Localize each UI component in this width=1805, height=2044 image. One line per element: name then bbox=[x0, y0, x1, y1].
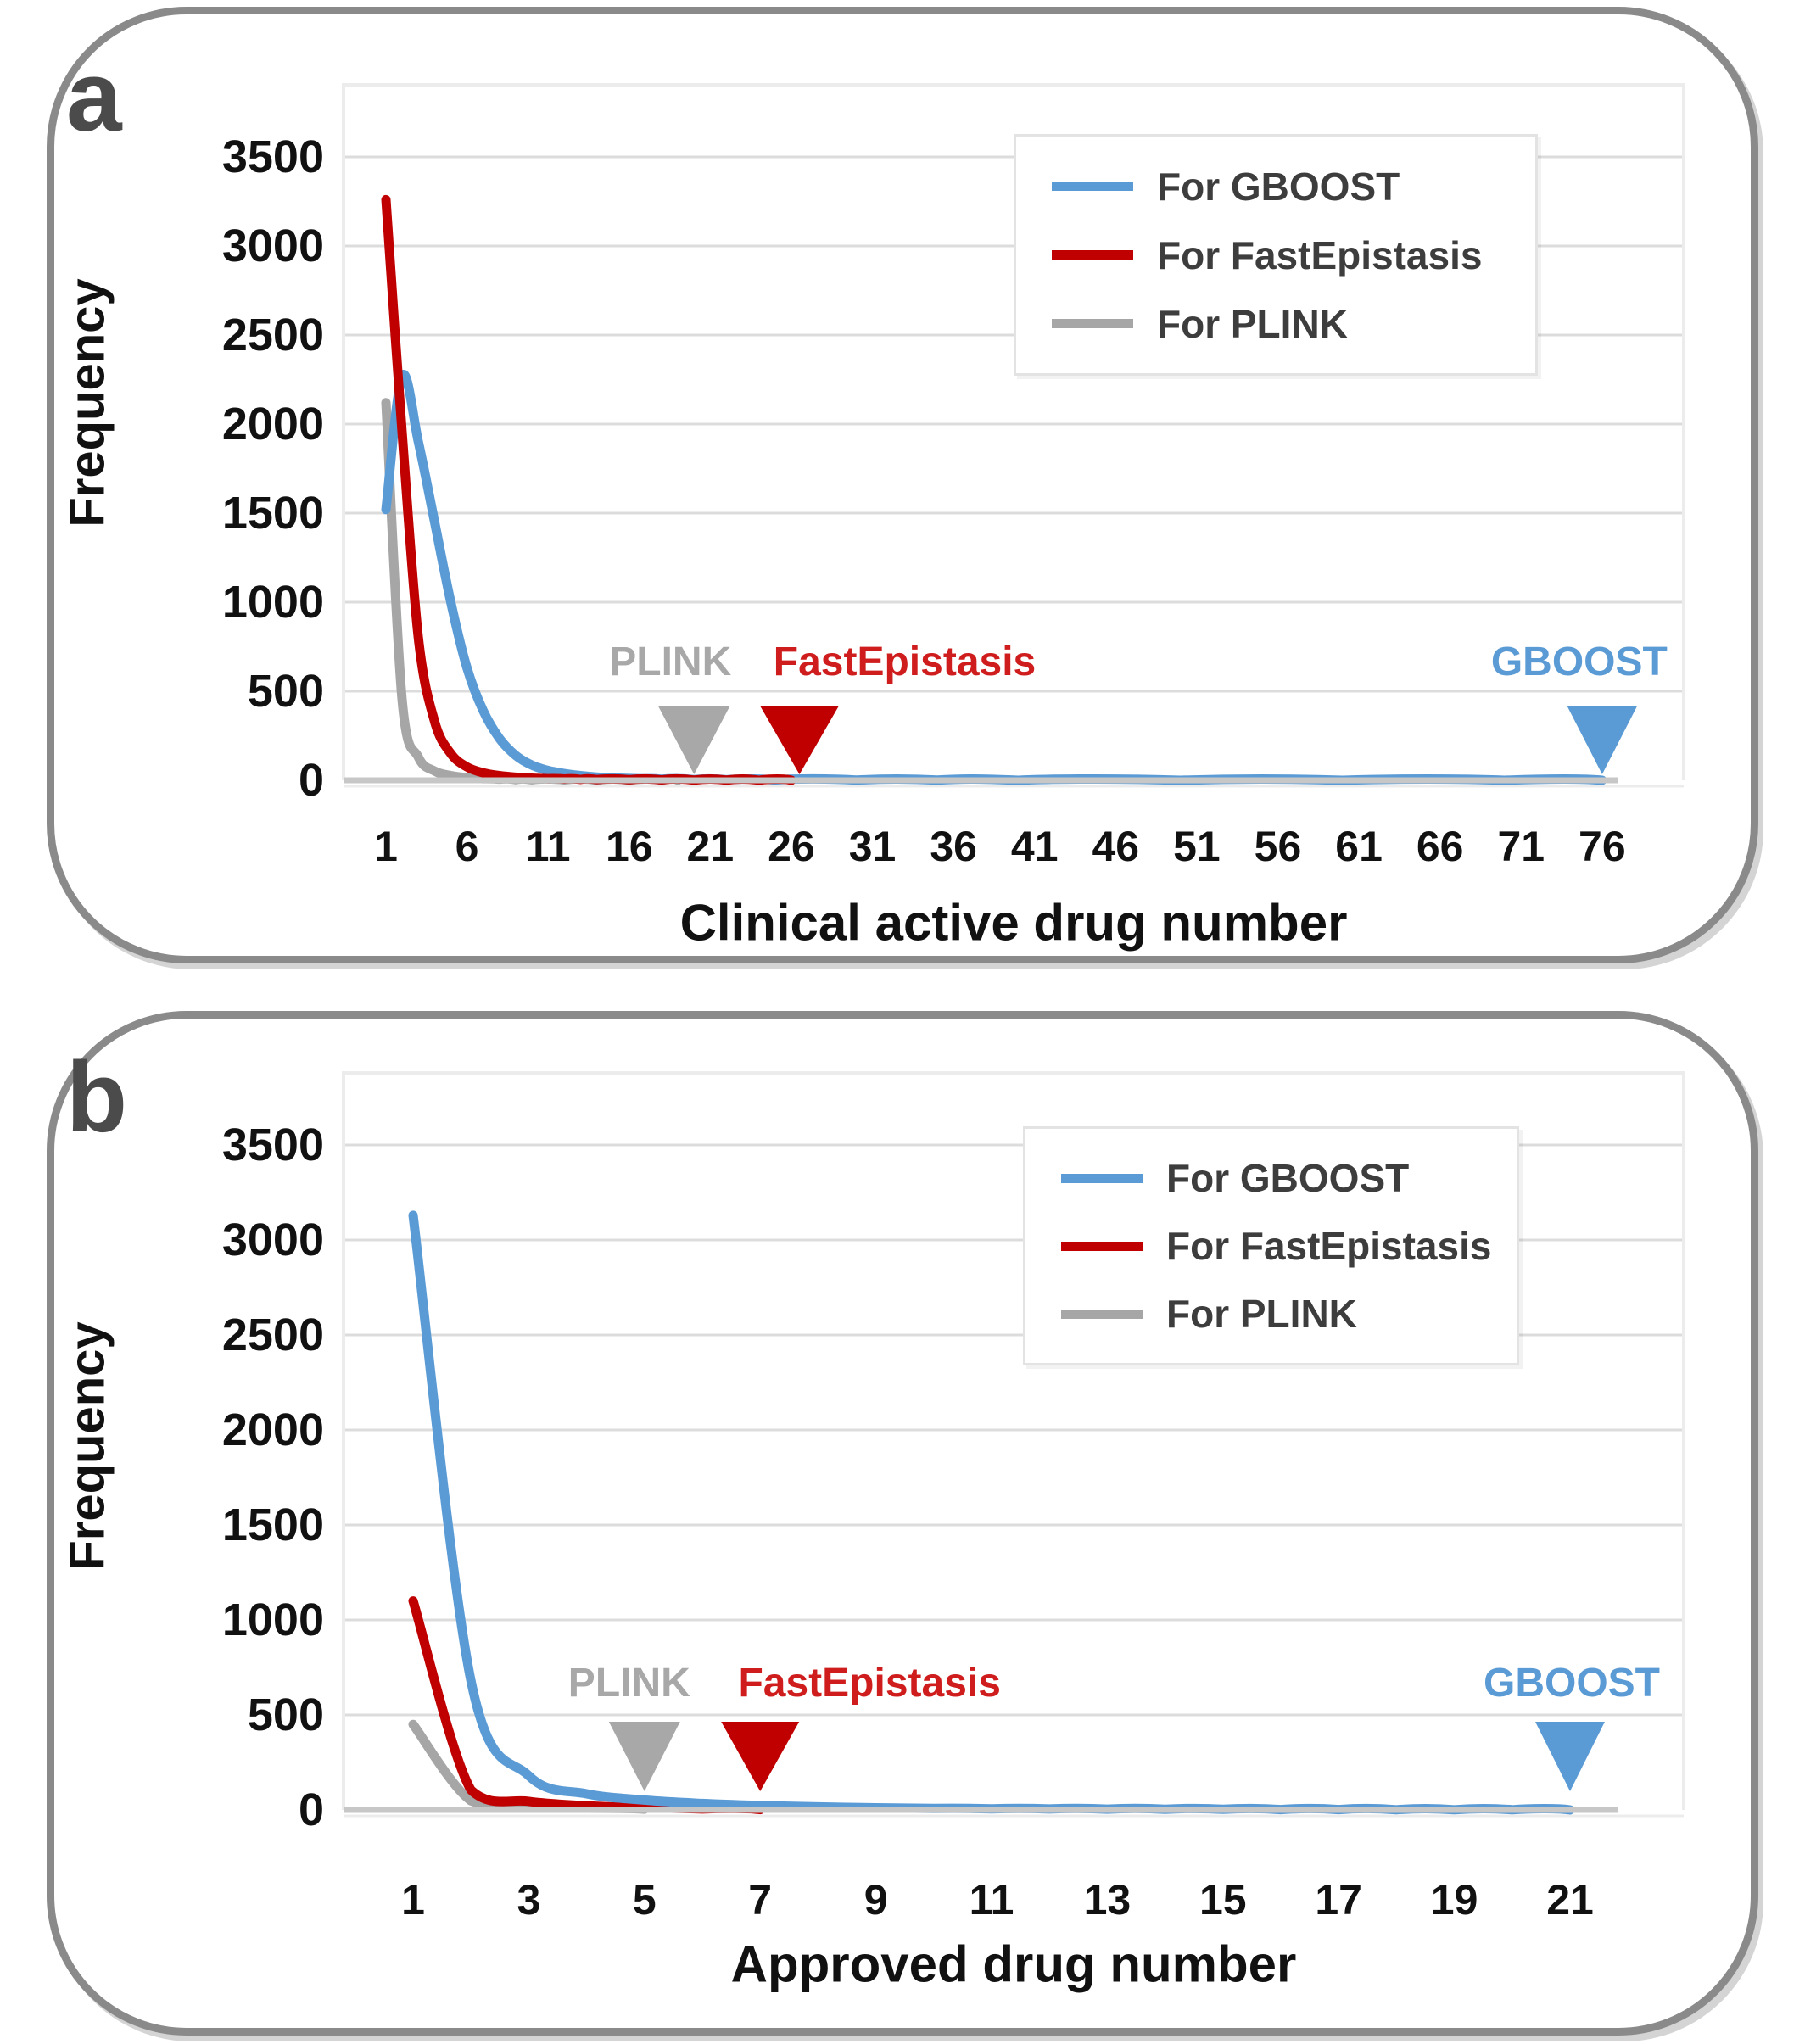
fastepistasis-line-swatch-icon bbox=[1061, 1241, 1143, 1251]
x-tick-label: 5 bbox=[632, 1876, 657, 1924]
x-tick-label: 1 bbox=[374, 823, 398, 870]
gboost-arrow-icon bbox=[1567, 706, 1637, 774]
y-tick-label: 1000 bbox=[221, 1594, 324, 1645]
x-tick-label: 61 bbox=[1335, 823, 1383, 870]
y-tick-label: 1000 bbox=[221, 577, 324, 628]
x-tick-label: 26 bbox=[768, 823, 815, 870]
panel-a-x-axis-title: Clinical active drug number bbox=[679, 894, 1348, 952]
y-tick-label: 500 bbox=[247, 1689, 324, 1740]
x-tick-label: 41 bbox=[1010, 823, 1059, 870]
fastepistasis-line-swatch-icon bbox=[1052, 250, 1133, 260]
legend-item-label: For FastEpistasis bbox=[1157, 232, 1483, 277]
plink-arrow-icon bbox=[608, 1722, 680, 1791]
legend-item-label: For PLINK bbox=[1157, 301, 1348, 346]
y-tick-label: 2000 bbox=[221, 399, 324, 450]
y-tick-label: 0 bbox=[298, 1784, 324, 1835]
panel-a-gboost-annotation: GBOOST bbox=[1490, 639, 1668, 684]
y-tick-label: 1500 bbox=[221, 488, 324, 539]
x-tick-label: 51 bbox=[1173, 823, 1221, 870]
panel-a-y-axis-title: Frequency bbox=[59, 278, 115, 528]
x-tick-label: 11 bbox=[525, 823, 571, 870]
legend-item-fastepistasis: For FastEpistasis bbox=[1016, 232, 1535, 278]
x-tick-label: 31 bbox=[848, 823, 897, 870]
legend-item-label: For FastEpistasis bbox=[1166, 1224, 1492, 1268]
legend-item-fastepistasis: For FastEpistasis bbox=[1025, 1223, 1517, 1269]
panel-a-legend: For GBOOST For FastEpistasis For PLINK bbox=[1014, 134, 1538, 376]
x-tick-label: 6 bbox=[455, 823, 479, 870]
plink-arrow-icon bbox=[658, 706, 730, 774]
y-tick-label: 3000 bbox=[221, 1215, 324, 1265]
plot-border bbox=[342, 1071, 1685, 1810]
x-tick-label: 7 bbox=[748, 1876, 773, 1924]
x-tick-label: 11 bbox=[969, 1876, 1014, 1924]
x-tick-label: 21 bbox=[686, 823, 735, 870]
x-tick-label: 46 bbox=[1092, 823, 1140, 870]
x-tick-label: 3 bbox=[517, 1876, 541, 1924]
panel-a-plink-annotation: PLINK bbox=[609, 639, 732, 684]
gboost-line-swatch-icon bbox=[1061, 1173, 1143, 1183]
x-tick-label: 16 bbox=[605, 823, 653, 870]
x-tick-label: 71 bbox=[1497, 823, 1545, 870]
x-tick-label: 66 bbox=[1416, 823, 1464, 870]
panel-a-letter: a bbox=[66, 41, 122, 153]
plink-line-swatch-icon bbox=[1061, 1309, 1143, 1319]
panel-b-x-axis-title: Approved drug number bbox=[730, 1935, 1297, 1993]
panel-b-letter: b bbox=[66, 1042, 128, 1153]
panel-b-y-axis-title: Frequency bbox=[59, 1321, 115, 1571]
gboost-line-swatch-icon bbox=[1052, 182, 1133, 191]
plot-border bbox=[342, 83, 1685, 780]
y-tick-label: 2500 bbox=[221, 310, 324, 360]
panel-a-fastepistasis-annotation: FastEpistasis bbox=[773, 639, 1037, 684]
x-tick-label: 21 bbox=[1546, 1876, 1594, 1924]
x-tick-label: 13 bbox=[1083, 1876, 1132, 1924]
panel-b-gboost-annotation: GBOOST bbox=[1483, 1661, 1661, 1706]
legend-item-gboost: For GBOOST bbox=[1025, 1155, 1517, 1201]
plink-line-swatch-icon bbox=[1052, 319, 1133, 328]
x-tick-label: 15 bbox=[1199, 1876, 1247, 1924]
x-tick-label: 19 bbox=[1430, 1876, 1478, 1924]
fastepistasis-arrow-icon bbox=[721, 1722, 800, 1791]
series-line-for-plink bbox=[381, 398, 683, 785]
x-tick-label: 56 bbox=[1254, 823, 1302, 870]
panel-b-plink-annotation: PLINK bbox=[567, 1661, 690, 1706]
y-tick-label: 2000 bbox=[221, 1405, 324, 1455]
series-line-for-gboost bbox=[381, 369, 1607, 785]
y-tick-label: 0 bbox=[298, 755, 324, 806]
legend-item-label: For GBOOST bbox=[1157, 164, 1400, 209]
x-tick-label: 76 bbox=[1579, 823, 1626, 870]
y-tick-label: 3000 bbox=[221, 221, 324, 271]
legend-item-plink: For PLINK bbox=[1025, 1291, 1517, 1337]
y-tick-label: 3500 bbox=[221, 1120, 324, 1170]
legend-item-label: For PLINK bbox=[1166, 1292, 1357, 1336]
x-tick-label: 9 bbox=[863, 1876, 888, 1924]
y-tick-label: 1500 bbox=[221, 1499, 324, 1550]
y-tick-label: 2500 bbox=[221, 1310, 324, 1360]
panel-b-legend: For GBOOST For FastEpistasis For PLINK bbox=[1023, 1126, 1519, 1365]
x-tick-label: 17 bbox=[1315, 1876, 1362, 1924]
legend-item-gboost: For GBOOST bbox=[1016, 164, 1535, 209]
y-tick-label: 3500 bbox=[221, 131, 324, 182]
y-tick-label: 500 bbox=[247, 666, 324, 717]
gboost-arrow-icon bbox=[1535, 1722, 1605, 1791]
series-line-for-fastepistasis bbox=[381, 194, 796, 785]
legend-item-plink: For PLINK bbox=[1016, 301, 1535, 347]
legend-item-label: For GBOOST bbox=[1166, 1156, 1410, 1200]
x-tick-label: 36 bbox=[930, 823, 977, 870]
x-tick-label: 1 bbox=[401, 1876, 425, 1924]
fastepistasis-arrow-icon bbox=[760, 706, 839, 774]
panel-b-fastepistasis-annotation: FastEpistasis bbox=[738, 1661, 1001, 1706]
